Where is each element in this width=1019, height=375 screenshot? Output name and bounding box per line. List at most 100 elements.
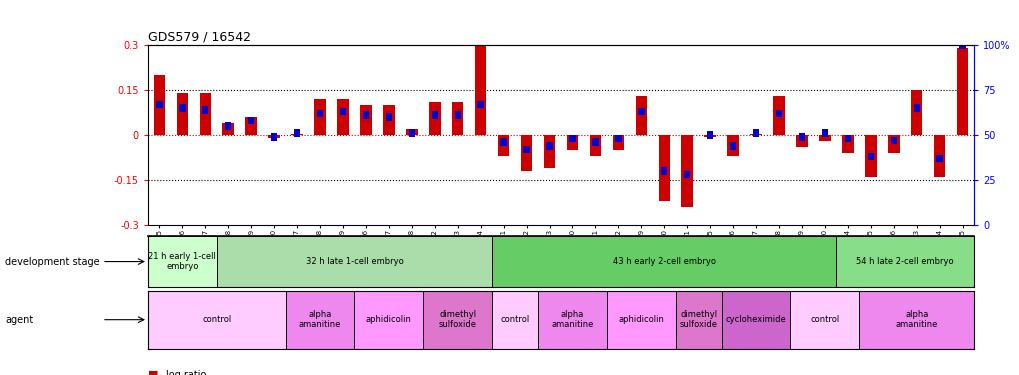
Bar — [727, 135, 738, 156]
Bar — [844, 135, 850, 142]
Bar — [491, 291, 538, 349]
Bar — [752, 129, 758, 137]
Text: dimethyl
sulfoxide: dimethyl sulfoxide — [679, 310, 717, 329]
Text: 54 h late 2-cell embryo: 54 h late 2-cell embryo — [856, 257, 953, 266]
Text: ■: ■ — [148, 370, 158, 375]
Bar — [959, 41, 965, 49]
Bar — [635, 96, 646, 135]
Bar — [154, 75, 165, 135]
Bar — [337, 99, 348, 135]
Bar — [638, 108, 644, 116]
Bar — [569, 135, 575, 142]
Bar — [592, 138, 598, 146]
Bar — [383, 105, 394, 135]
Bar — [612, 135, 624, 150]
Bar — [933, 135, 945, 177]
Bar — [684, 171, 690, 178]
Bar — [406, 129, 417, 135]
Text: GDS579 / 16542: GDS579 / 16542 — [148, 31, 251, 44]
Text: 43 h early 2-cell embryo: 43 h early 2-cell embryo — [612, 257, 715, 266]
Bar — [721, 291, 790, 349]
Bar — [429, 102, 440, 135]
Bar — [660, 167, 666, 175]
Bar — [477, 100, 483, 108]
Bar — [246, 117, 257, 135]
Text: dimethyl
sulfoxide: dimethyl sulfoxide — [438, 310, 476, 329]
Bar — [798, 133, 804, 141]
Bar — [538, 291, 606, 349]
Text: alpha
amanitine: alpha amanitine — [895, 310, 937, 329]
Bar — [523, 146, 529, 153]
Bar — [704, 135, 715, 136]
Bar — [890, 136, 896, 144]
Text: 21 h early 1-cell
embryо: 21 h early 1-cell embryо — [148, 252, 216, 271]
Bar — [888, 135, 899, 153]
Bar — [360, 105, 371, 135]
Bar — [614, 135, 621, 142]
Text: 32 h late 1-cell embryo: 32 h late 1-cell embryo — [306, 257, 403, 266]
Bar — [681, 135, 692, 207]
Bar — [491, 236, 836, 287]
Bar — [836, 236, 973, 287]
Text: agent: agent — [5, 315, 34, 325]
Bar — [248, 117, 254, 124]
Bar — [202, 106, 208, 114]
Text: log ratio: log ratio — [166, 370, 207, 375]
Text: control: control — [202, 315, 231, 324]
Bar — [216, 236, 491, 287]
Bar — [842, 135, 853, 153]
Bar — [497, 135, 508, 156]
Bar — [363, 111, 369, 119]
Bar — [543, 135, 554, 168]
Bar — [355, 291, 423, 349]
Bar — [910, 90, 921, 135]
Bar — [339, 108, 345, 116]
Bar — [606, 291, 675, 349]
Bar — [864, 135, 875, 177]
Bar — [867, 153, 873, 160]
Bar — [589, 135, 600, 156]
Bar — [706, 131, 712, 139]
Bar — [818, 135, 829, 141]
Bar — [156, 100, 162, 108]
Bar — [222, 123, 233, 135]
Bar — [454, 111, 461, 119]
Bar — [271, 133, 277, 141]
Bar — [148, 291, 285, 349]
Bar — [546, 142, 552, 150]
Bar — [385, 113, 391, 121]
Bar — [956, 48, 967, 135]
Bar — [658, 135, 669, 201]
Bar — [317, 110, 323, 117]
Bar — [423, 291, 491, 349]
Bar — [176, 93, 187, 135]
Bar — [431, 111, 437, 119]
Text: development stage: development stage — [5, 256, 100, 267]
Text: control: control — [809, 315, 839, 324]
Bar — [409, 129, 415, 137]
Text: cycloheximide: cycloheximide — [725, 315, 786, 324]
Text: control: control — [500, 315, 529, 324]
Bar — [567, 135, 578, 150]
Bar — [475, 45, 486, 135]
Bar — [148, 236, 216, 287]
Text: aphidicolin: aphidicolin — [618, 315, 663, 324]
Bar — [291, 134, 303, 135]
Bar — [730, 142, 736, 150]
Bar — [772, 96, 784, 135]
Bar — [913, 104, 919, 112]
Bar — [500, 138, 506, 146]
Bar — [268, 135, 279, 138]
Bar — [285, 291, 355, 349]
Bar — [750, 134, 761, 135]
Bar — [790, 291, 858, 349]
Bar — [293, 129, 300, 137]
Bar — [775, 110, 782, 117]
Bar — [675, 291, 720, 349]
Text: aphidicolin: aphidicolin — [366, 315, 412, 324]
Bar — [521, 135, 532, 171]
Bar — [200, 93, 211, 135]
Bar — [935, 154, 942, 162]
Text: alpha
amanitine: alpha amanitine — [550, 310, 593, 329]
Bar — [314, 99, 325, 135]
